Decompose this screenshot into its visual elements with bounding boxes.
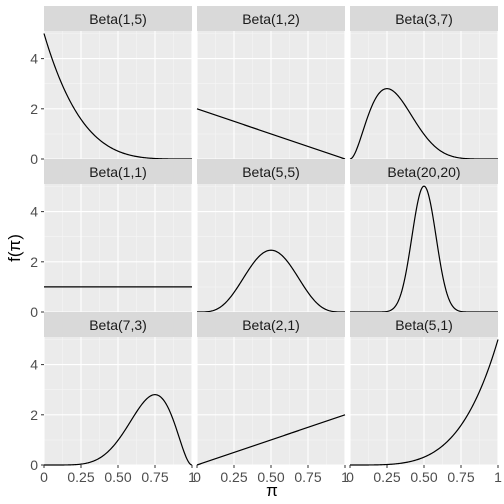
facet-strip-label: Beta(5,5): [242, 164, 300, 180]
y-tick-label: 0: [30, 304, 38, 320]
x-tick-label: 0: [40, 469, 48, 485]
x-tick-label: 0.25: [67, 469, 94, 485]
x-tick-label: 0: [346, 469, 354, 485]
y-tick-label: 4: [30, 357, 38, 373]
x-tick-label: 0.50: [257, 469, 284, 485]
x-tick-label: 1: [341, 469, 349, 485]
facet-panel: Beta(1,2): [196, 6, 346, 160]
facet-strip-label: Beta(1,5): [89, 11, 147, 27]
facet-strip: [350, 159, 498, 184]
facet-panel: Beta(7,3): [43, 312, 193, 466]
y-tick-label: 2: [30, 101, 38, 117]
y-tick-label: 0: [30, 151, 38, 167]
y-tick-label: 0: [30, 457, 38, 473]
facet-panel: Beta(3,7): [349, 6, 499, 160]
facet-strip-label: Beta(3,7): [395, 11, 453, 27]
y-tick-label: 2: [30, 254, 38, 270]
x-tick-label: 0.25: [220, 469, 247, 485]
density-curve: [44, 394, 193, 466]
facet-strip: [44, 159, 192, 184]
y-tick-label: 4: [30, 51, 38, 67]
facet-panels: Beta(1,5) Beta(1,2) Beta(3,7) Beta(1,1) Beta…: [43, 6, 499, 466]
x-tick-label: 0.50: [410, 469, 437, 485]
density-curve: [350, 339, 499, 466]
facet-panel: Beta(5,5): [196, 159, 346, 313]
density-curve: [196, 108, 346, 160]
density-curve: [349, 88, 498, 160]
x-tick-label: 0: [193, 469, 201, 485]
facet-strip: [197, 159, 345, 184]
density-curve: [43, 33, 192, 160]
facet-strip-label: Beta(5,1): [395, 317, 453, 333]
facet-strip: [350, 6, 498, 31]
x-tick-label: 1: [494, 469, 502, 485]
facet-strip: [350, 312, 498, 337]
facet-strip-label: Beta(1,2): [242, 11, 300, 27]
y-tick-label: 4: [30, 204, 38, 220]
x-tick-label: 0.25: [373, 469, 400, 485]
facet-strip-label: Beta(2,1): [242, 317, 300, 333]
density-curve: [196, 414, 346, 466]
facet-panel: Beta(1,5): [43, 6, 193, 160]
x-tick-label: 1: [188, 469, 196, 485]
density-curve: [197, 249, 345, 313]
facet-strip: [197, 312, 345, 337]
x-tick-label: 0.50: [104, 469, 131, 485]
x-axis-title: π: [266, 481, 278, 500]
facet-strip: [197, 6, 345, 31]
facet-panel: Beta(2,1): [196, 312, 346, 466]
facet-panel: Beta(5,1): [349, 312, 499, 466]
facet-panel: Beta(1,1): [43, 159, 193, 313]
x-tick-label: 0.75: [447, 469, 474, 485]
x-tick-label: 0.75: [294, 469, 321, 485]
facet-strip-label: Beta(20,20): [387, 164, 460, 180]
y-axis-title: f(π): [5, 234, 24, 262]
facet-strip-label: Beta(7,3): [89, 317, 147, 333]
y-tick-label: 2: [30, 407, 38, 423]
facet-strip: [44, 312, 192, 337]
facet-strip: [44, 6, 192, 31]
facet-panel: Beta(20,20): [349, 159, 499, 313]
facet-strip-label: Beta(1,1): [89, 164, 147, 180]
x-tick-label: 0.75: [141, 469, 168, 485]
